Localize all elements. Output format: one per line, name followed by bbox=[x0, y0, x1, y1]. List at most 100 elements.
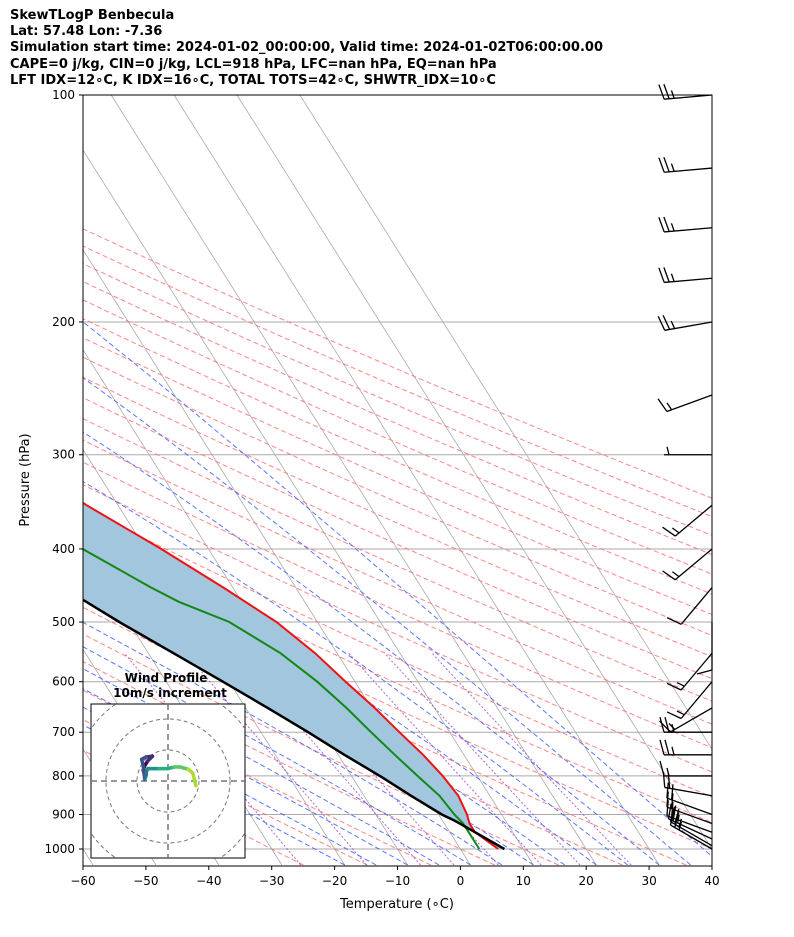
moist-adiabat bbox=[83, 431, 660, 866]
wind-barb bbox=[666, 782, 713, 816]
barb-staff bbox=[666, 806, 713, 825]
barb-half-flag bbox=[670, 320, 676, 329]
barb-half-flag bbox=[671, 746, 675, 755]
barb-flag bbox=[658, 84, 665, 100]
indices-line: LFT IDX=12∘C, K IDX=16∘C, TOTAL TOTS=42∘… bbox=[10, 72, 496, 88]
barb-flag bbox=[666, 617, 682, 625]
barb-flag bbox=[657, 398, 668, 412]
y-tick-label: 400 bbox=[52, 542, 75, 556]
isotherm bbox=[83, 848, 94, 866]
isotherm bbox=[83, 448, 346, 866]
moist-adiabat bbox=[83, 706, 377, 866]
wind-barb bbox=[664, 446, 712, 456]
y-tick-label: 500 bbox=[52, 615, 75, 629]
wind-barb bbox=[659, 707, 713, 733]
dewpoint-line bbox=[83, 548, 481, 850]
hodograph-ring bbox=[105, 718, 231, 844]
wind-barb bbox=[666, 652, 713, 691]
dry-adiabat bbox=[83, 439, 712, 725]
times-line: Simulation start time: 2024-01-02_00:00:… bbox=[10, 40, 603, 56]
barb-staff bbox=[664, 321, 713, 331]
chart-title: SkewTLogP Benbecula bbox=[10, 8, 175, 23]
barb-half-flag bbox=[668, 723, 676, 730]
moist-adiabat bbox=[83, 524, 597, 866]
x-tick-label: −30 bbox=[259, 874, 284, 888]
mixing-ratio-line bbox=[384, 652, 581, 866]
barb-half-flag bbox=[670, 90, 675, 99]
chart-header: SkewTLogP Benbecula Lat: 57.48 Lon: -7.3… bbox=[10, 8, 603, 89]
barb-flag bbox=[659, 717, 665, 733]
hodograph-rings bbox=[91, 704, 245, 858]
dry-adiabat bbox=[83, 633, 559, 866]
wind-barb bbox=[662, 504, 713, 537]
mixing-ratio-line bbox=[185, 652, 367, 866]
barb-staff bbox=[670, 821, 713, 847]
mixing-ratio-line bbox=[236, 652, 421, 866]
barb-flag bbox=[659, 739, 665, 755]
x-tick-label: 0 bbox=[457, 874, 465, 888]
y-axis-label: Pressure (hPa) bbox=[18, 433, 33, 526]
y-axis-ticks: 1000 900 800 700 600 500 400 300 200 100 bbox=[44, 88, 83, 856]
barb-flag bbox=[658, 157, 665, 173]
barb-flag bbox=[659, 720, 671, 733]
hodograph-title: Wind Profile bbox=[125, 671, 208, 685]
isotherm bbox=[236, 95, 712, 850]
wind-barb bbox=[658, 216, 713, 233]
barb-half-flag bbox=[670, 223, 675, 232]
barb-flag bbox=[666, 782, 669, 799]
barb-flag bbox=[666, 800, 669, 816]
barb-half-flag bbox=[666, 402, 673, 411]
barb-half-flag bbox=[666, 446, 670, 455]
moist-adiabat bbox=[83, 561, 566, 866]
x-tick-label: −20 bbox=[322, 874, 347, 888]
y-tick-label: 100 bbox=[52, 88, 75, 102]
wind-barb bbox=[657, 315, 713, 331]
barb-staff bbox=[674, 504, 713, 537]
barb-staff bbox=[680, 681, 713, 719]
x-tick-label: 40 bbox=[704, 874, 719, 888]
isotherm bbox=[83, 149, 534, 866]
profile-shading bbox=[83, 502, 505, 849]
wind-barbs bbox=[657, 83, 713, 850]
hodograph-segment bbox=[191, 771, 198, 788]
x-tick-label: −50 bbox=[133, 874, 158, 888]
y-tick-label: 300 bbox=[52, 448, 75, 462]
barb-flag bbox=[663, 157, 670, 173]
stability-line: CAPE=0 j/kg, CIN=0 j/kg, LCL=918 hPa, LF… bbox=[10, 56, 497, 72]
dry-adiabat bbox=[83, 281, 712, 556]
barb-flag bbox=[663, 83, 670, 99]
barb-staff bbox=[664, 167, 713, 173]
dry-adiabat bbox=[83, 689, 432, 866]
barb-flag bbox=[666, 711, 682, 720]
dry-adiabat bbox=[83, 245, 712, 518]
profile-lines bbox=[83, 501, 506, 851]
barb-half-flag bbox=[670, 163, 675, 172]
x-tick-label: 20 bbox=[579, 874, 594, 888]
hodograph-trace bbox=[139, 754, 198, 788]
barb-half-flag bbox=[676, 814, 680, 824]
barb-staff bbox=[666, 394, 713, 413]
barb-flag bbox=[663, 267, 670, 283]
barb-staff bbox=[666, 797, 713, 816]
barb-flag bbox=[662, 570, 676, 581]
mixing-ratio-line bbox=[308, 652, 499, 866]
dry-adiabat bbox=[83, 531, 712, 824]
barb-half-flag bbox=[676, 710, 685, 716]
moist-adiabat bbox=[83, 593, 534, 866]
wind-barb bbox=[658, 83, 713, 100]
y-tick-label: 200 bbox=[52, 315, 75, 329]
x-tick-label: −60 bbox=[70, 874, 95, 888]
barb-flag bbox=[659, 760, 665, 777]
barb-flag bbox=[666, 682, 682, 691]
barb-staff bbox=[664, 277, 713, 284]
mixing-ratio-line bbox=[431, 652, 632, 866]
barb-half-flag bbox=[676, 681, 685, 687]
dry-adiabat bbox=[83, 318, 712, 595]
moist-adiabat bbox=[83, 621, 503, 866]
cin-shading bbox=[83, 502, 505, 849]
moist-adiabat bbox=[83, 377, 691, 866]
hodograph-subtitle: 10m/s increment bbox=[113, 686, 227, 700]
barb-staff bbox=[666, 815, 713, 833]
isotherm bbox=[173, 95, 660, 866]
